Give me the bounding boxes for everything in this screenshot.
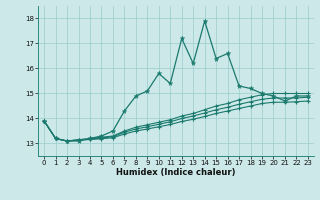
X-axis label: Humidex (Indice chaleur): Humidex (Indice chaleur) — [116, 168, 236, 177]
